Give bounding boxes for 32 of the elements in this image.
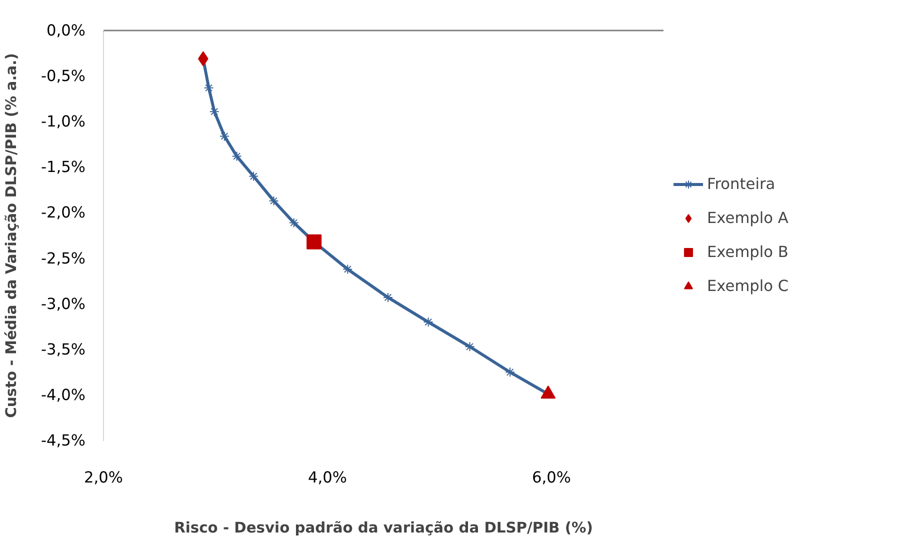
point	[342, 264, 353, 274]
legend-label: Exemplo A	[707, 209, 788, 227]
point	[268, 196, 279, 206]
point	[306, 234, 322, 250]
y-tick-label: -3,0%	[41, 294, 86, 313]
y-tick-label: -2,0%	[41, 204, 86, 222]
y-axis-title: Custo - Média da Variação DLSP/PIB (% a.a.)	[3, 53, 20, 418]
point	[232, 151, 242, 162]
legend-label: Exemplo C	[707, 277, 789, 295]
point	[423, 317, 434, 328]
y-tick-label: -2,5%	[41, 249, 86, 268]
point	[248, 171, 259, 182]
x-tick-label: 4,0%	[308, 468, 347, 486]
point	[382, 292, 393, 302]
x-axis-title: Risco - Desvio padrão da variação da DLSP/PIB (%)	[174, 520, 593, 536]
point	[505, 367, 516, 378]
point	[204, 82, 214, 93]
y-tick-label: -4,5%	[41, 432, 86, 450]
x-tick-label: 2,0%	[84, 468, 123, 486]
point	[209, 106, 220, 117]
y-tick-label: -4,0%	[41, 386, 86, 404]
legend-label: Fronteira	[707, 175, 776, 193]
point	[288, 218, 299, 228]
y-tick-label: -0,5%	[41, 67, 86, 86]
x-tick-label: 6,0%	[532, 468, 571, 486]
point	[219, 131, 230, 142]
y-tick-label: -1,0%	[41, 112, 86, 131]
y-tick-label: -1,5%	[41, 158, 86, 176]
y-tick-label: 0,0%	[46, 22, 86, 40]
y-tick-label: -3,5%	[41, 340, 86, 358]
legend-label: Exemplo B	[707, 243, 788, 261]
point	[464, 342, 475, 352]
